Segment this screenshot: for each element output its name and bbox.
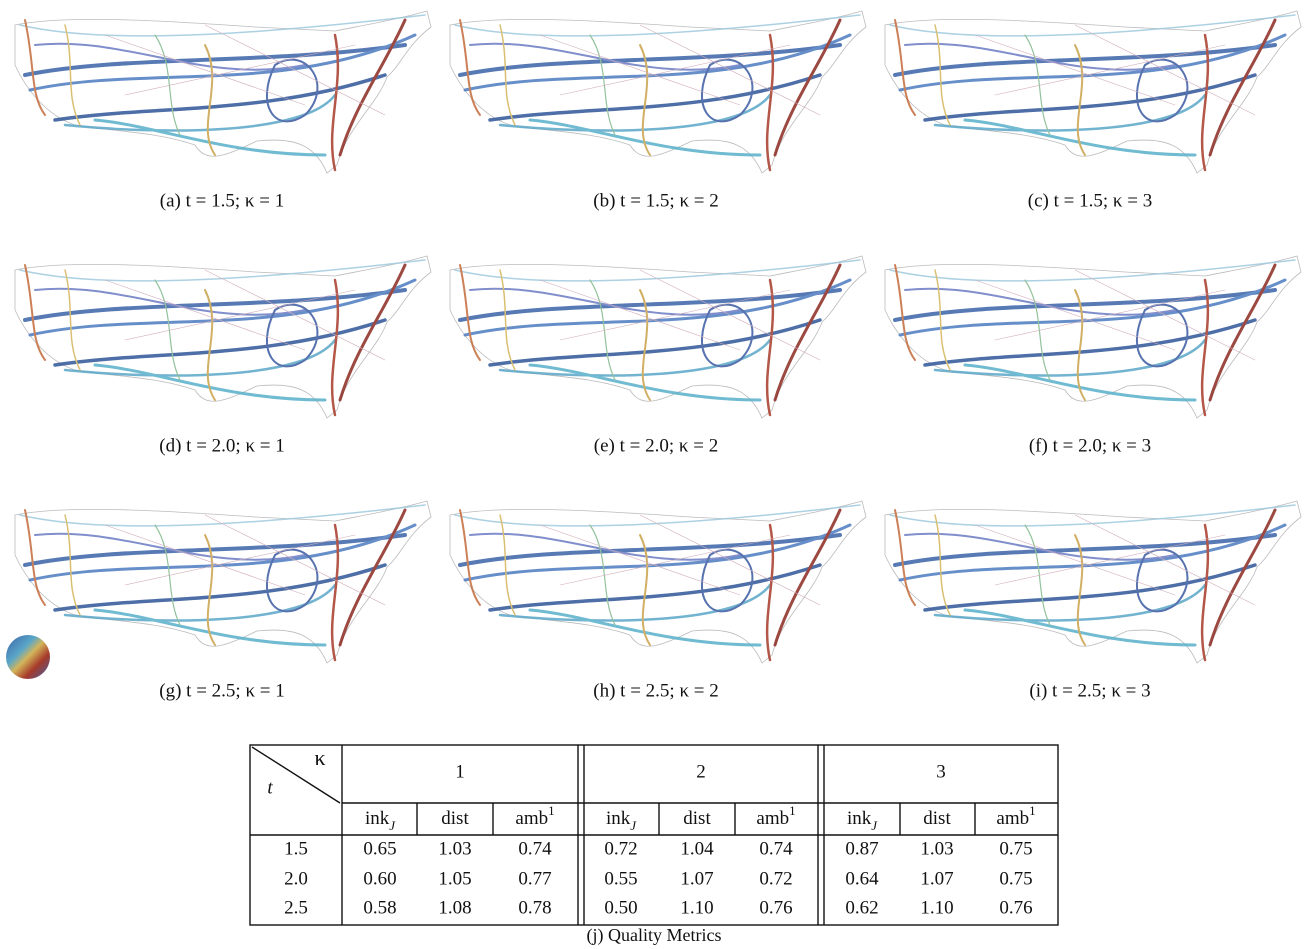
table-cell: 0.58 (363, 897, 396, 918)
corner-kappa: κ (314, 745, 325, 770)
panel-caption: (b) t = 1.5; κ = 2 (593, 190, 718, 211)
table-cell: 1.03 (438, 838, 471, 859)
metric-header: inkJ (606, 808, 637, 833)
table-cell: 0.75 (999, 838, 1032, 859)
map-panel (13, 499, 433, 665)
table-cell: 0.50 (604, 897, 637, 918)
corner-t: t (267, 777, 273, 798)
panel-caption: (i) t = 2.5; κ = 3 (1029, 680, 1150, 701)
metric-superscript: 1 (1029, 803, 1036, 818)
table-cell: 1.04 (680, 838, 714, 859)
group-header: 1 (455, 761, 465, 782)
group-header: 2 (696, 761, 706, 782)
metric-header: dist (441, 808, 469, 829)
map-panel (13, 254, 433, 420)
metric-header: inkJ (365, 808, 396, 833)
metric-name: amb (515, 808, 548, 829)
metric-name: dist (441, 808, 469, 829)
table-cell: 0.55 (604, 868, 637, 889)
panel-caption: (c) t = 1.5; κ = 3 (1028, 190, 1152, 211)
table-cell: 0.75 (999, 868, 1032, 889)
panel-caption: (h) t = 2.5; κ = 2 (593, 680, 718, 701)
metric-name: amb (996, 808, 1029, 829)
table-cell: 0.74 (759, 838, 793, 859)
table-cell: 1.03 (920, 838, 953, 859)
map-panel (448, 254, 868, 420)
table-cell: 0.72 (604, 838, 637, 859)
row-header: 2.5 (284, 897, 308, 918)
table-cell: 1.05 (438, 868, 471, 889)
metrics-table: κ t (249, 744, 1059, 926)
metric-header: dist (923, 808, 951, 829)
table-cell: 0.62 (845, 897, 878, 918)
metric-header: dist (683, 808, 711, 829)
metric-name: ink (365, 808, 390, 829)
metric-superscript: 1 (789, 803, 796, 818)
metric-subscript: J (630, 818, 637, 833)
diagonal (251, 746, 341, 804)
table-caption: (j) Quality Metrics (587, 925, 722, 946)
panel-caption: (a) t = 1.5; κ = 1 (160, 190, 284, 211)
table-cell: 0.87 (845, 838, 878, 859)
table-cell: 1.07 (680, 868, 713, 889)
metric-header: amb1 (996, 803, 1035, 829)
map-panel (883, 9, 1303, 175)
table-cell: 0.76 (759, 897, 792, 918)
metric-name: dist (683, 808, 711, 829)
row-header: 1.5 (284, 838, 308, 859)
table-cell: 0.60 (363, 868, 396, 889)
panel-caption: (e) t = 2.0; κ = 2 (594, 435, 718, 456)
metric-superscript: 1 (548, 803, 555, 818)
metric-subscript: J (389, 818, 396, 833)
table-cell: 0.64 (845, 868, 879, 889)
map-panel (883, 499, 1303, 665)
group-header: 3 (936, 761, 946, 782)
table-cell: 1.07 (920, 868, 953, 889)
color-wheel (6, 635, 50, 679)
panel-caption: (g) t = 2.5; κ = 1 (159, 680, 284, 701)
table-cell: 0.65 (363, 838, 396, 859)
map-panel (883, 254, 1303, 420)
map-panel (13, 9, 433, 175)
map-panel (448, 499, 868, 665)
table-cell: 0.74 (518, 838, 552, 859)
table-cell: 1.10 (920, 897, 953, 918)
metric-subscript: J (871, 818, 878, 833)
metric-name: ink (606, 808, 631, 829)
metric-name: ink (847, 808, 872, 829)
metric-name: dist (923, 808, 951, 829)
metric-name: amb (756, 808, 789, 829)
metric-header: amb1 (515, 803, 554, 829)
table-cell: 1.08 (438, 897, 471, 918)
metric-header: amb1 (756, 803, 795, 829)
row-header: 2.0 (284, 868, 308, 889)
table-cell: 0.78 (518, 897, 551, 918)
metric-header: inkJ (847, 808, 878, 833)
table-cell: 0.77 (518, 868, 551, 889)
table-cell: 0.76 (999, 897, 1032, 918)
map-panel (448, 9, 868, 175)
panel-caption: (f) t = 2.0; κ = 3 (1029, 435, 1151, 456)
table-cell: 0.72 (759, 868, 792, 889)
table-cell: 1.10 (680, 897, 713, 918)
panel-caption: (d) t = 2.0; κ = 1 (159, 435, 284, 456)
